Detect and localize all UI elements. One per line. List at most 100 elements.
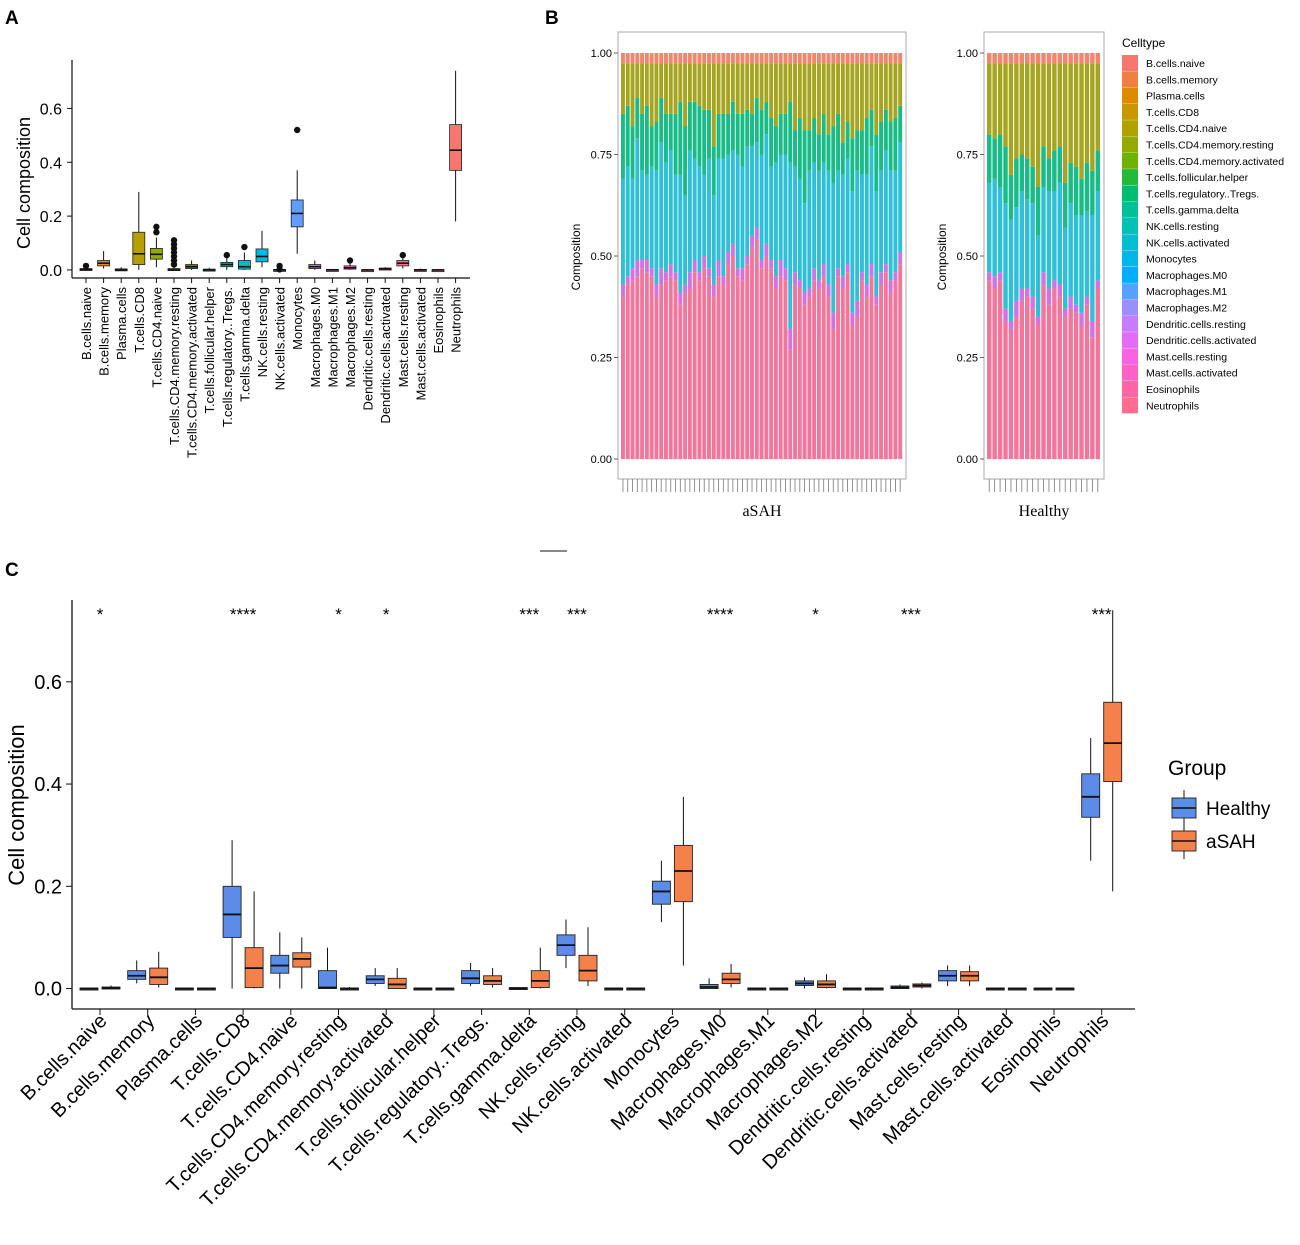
panel-c-y-tick-label: 0.0 bbox=[34, 979, 62, 1001]
panel-b-bar-segment-cd8 bbox=[992, 63, 997, 139]
panel-b-bar-segment-minor bbox=[1025, 288, 1030, 297]
panel-b-bar-segment-cd8 bbox=[773, 63, 778, 127]
panel-b-y-tick-label: 0.25 bbox=[957, 353, 978, 365]
panel-b-bar-segment-cd8 bbox=[1084, 63, 1090, 163]
panel-a-x-tick-label: T.cells.CD8 bbox=[132, 287, 147, 353]
panel-b-bar-segment-cd8 bbox=[668, 63, 673, 114]
panel-b-bar-segment-minor bbox=[640, 260, 645, 269]
panel-b-bar-segment-top bbox=[759, 53, 764, 64]
panel-b-bar-segment-top bbox=[735, 53, 740, 64]
panel-c-box-aSAH bbox=[149, 967, 169, 985]
panel-b-bar-segment-monocytes bbox=[687, 150, 692, 273]
panel-b-bar-segment-cd8 bbox=[1025, 63, 1030, 159]
panel-b-bar-segment-nk_tcell bbox=[754, 97, 759, 143]
panel-b-bar-segment-nk_tcell bbox=[1057, 146, 1063, 183]
panel-b-bar-segment-top bbox=[764, 53, 769, 64]
panel-b-bar-segment-monocytes bbox=[855, 170, 860, 301]
panel-b-legend-label: T.cells.follicular.helper bbox=[1146, 172, 1249, 184]
panel-b-bar-segment-monocytes bbox=[898, 142, 903, 252]
panel-b-bar-segment-minor bbox=[1068, 296, 1073, 309]
panel-b-bar-segment-cd8 bbox=[1073, 63, 1079, 167]
panel-b-bar-segment-nk_tcell bbox=[997, 134, 1003, 187]
panel-b-bar-segment-neutrophils bbox=[836, 276, 841, 459]
panel-b-bar-segment-nk_tcell bbox=[821, 113, 826, 163]
panel-b-bar-segment-monocytes bbox=[673, 174, 678, 273]
panel-b-bar-segment-minor bbox=[649, 268, 654, 277]
panel-b-legend-swatch bbox=[1122, 71, 1138, 88]
panel-c-significance: *** bbox=[519, 605, 539, 624]
panel-c-significance: *** bbox=[901, 605, 921, 624]
panel-b-bar-segment-top bbox=[807, 53, 812, 64]
panel-b-bar-segment-neutrophils bbox=[1019, 300, 1025, 459]
panel-b-bar-segment-cd8 bbox=[793, 63, 797, 131]
panel-b-bar-segment-minor bbox=[773, 276, 778, 289]
panel-b-bar-segment-minor bbox=[778, 260, 783, 277]
panel-b-legend-swatch bbox=[1122, 348, 1138, 365]
panel-b-bar-segment-cd8 bbox=[1063, 63, 1068, 183]
panel-b-bar-segment-top bbox=[1063, 53, 1068, 64]
panel-b-bar-segment-monocytes bbox=[864, 174, 869, 285]
panel-b-bar-segment-cd8 bbox=[845, 63, 850, 123]
panel-b-legend-swatch bbox=[1122, 136, 1138, 153]
panel-b-bar-segment-cd8 bbox=[893, 63, 898, 118]
panel-b-bar-segment-nk_tcell bbox=[812, 117, 817, 163]
panel-b-bar-segment-minor bbox=[668, 264, 673, 277]
panel-b-bar-segment-nk_tcell bbox=[864, 117, 869, 175]
panel-b-bar-segment-minor bbox=[1095, 280, 1101, 289]
panel-b-healthy-y-label: Composition bbox=[935, 224, 949, 291]
panel-a-x-tick-label: T.cells.CD4.memory.resting bbox=[167, 287, 182, 445]
panel-b-bar-segment-top bbox=[702, 53, 707, 64]
panel-b-bar-segment-nk_tcell bbox=[683, 126, 688, 196]
panel-b-bar-segment-neutrophils bbox=[649, 276, 654, 459]
panel-b-bar-segment-neutrophils bbox=[745, 264, 750, 459]
panel-b-legend-swatch bbox=[1122, 381, 1138, 397]
panel-a-outlier bbox=[241, 243, 248, 251]
panel-b-bar-segment-minor bbox=[1019, 288, 1025, 301]
panel-b-bar-segment-minor bbox=[1014, 300, 1019, 317]
panel-a-x-tick-label: T.cells.CD4.memory.activated bbox=[185, 287, 200, 458]
panel-b-bar-segment-minor bbox=[883, 264, 888, 273]
panel-b-legend-label: B.cells.naive bbox=[1146, 58, 1205, 70]
panel-b-bar-segment-top bbox=[625, 53, 630, 64]
panel-b-bar-segment-cd8 bbox=[630, 63, 635, 127]
panel-b-bar-segment-minor bbox=[759, 260, 764, 269]
panel-b-bar-segment-monocytes bbox=[692, 158, 697, 261]
panel-b-bar-segment-monocytes bbox=[707, 158, 711, 269]
panel-b-bar-segment-top bbox=[630, 53, 635, 64]
panel-b-bar-segment-cd8 bbox=[644, 63, 649, 106]
panel-b-bar-segment-cd8 bbox=[716, 63, 721, 114]
panel-b-bar-segment-nk_tcell bbox=[845, 122, 850, 159]
panel-a-x-tick-label: T.cells.CD4.naive bbox=[149, 287, 164, 387]
panel-b-bar-segment-monocytes bbox=[635, 138, 640, 261]
panel-b-bar-segment-cd8 bbox=[1008, 63, 1014, 175]
panel-b-bar-segment-neutrophils bbox=[783, 280, 788, 459]
panel-b-bar-segment-minor bbox=[745, 256, 750, 265]
panel-b-bar-segment-nk_tcell bbox=[883, 109, 888, 151]
panel-b-legend-label: Neutrophils bbox=[1146, 400, 1199, 412]
panel-b-bar-segment-top bbox=[883, 53, 888, 64]
panel-b-bar-segment-top bbox=[1079, 53, 1084, 64]
panel-b-bar-segment-nk_tcell bbox=[730, 101, 735, 151]
panel-b-bar-segment-monocytes bbox=[649, 166, 654, 269]
panel-b-bar-segment-nk_tcell bbox=[769, 117, 774, 167]
panel-c-significance: * bbox=[383, 605, 390, 624]
panel-b-bar-segment-monocytes bbox=[1073, 215, 1079, 305]
panel-b-bar-segment-minor bbox=[687, 272, 692, 289]
panel-c-y-tick-label: 0.2 bbox=[34, 876, 62, 898]
panel-b-bar-segment-top bbox=[812, 53, 817, 64]
panel-b-bar-segment-minor bbox=[850, 312, 855, 326]
panel-label-a: A bbox=[5, 8, 19, 29]
panel-b-bar-segment-neutrophils bbox=[754, 239, 759, 459]
panel-b-bar-segment-minor bbox=[783, 268, 788, 281]
panel-b-bar-segment-cd8 bbox=[816, 63, 821, 135]
panel-b-bar-segment-nk_tcell bbox=[1025, 158, 1030, 200]
panel-b-bar-segment-nk_tcell bbox=[630, 126, 635, 179]
panel-b-bar-segment-top bbox=[664, 53, 668, 64]
panel-b-bar-segment-nk_tcell bbox=[773, 126, 778, 163]
panel-b-bar-segment-monocytes bbox=[816, 170, 821, 281]
panel-b-bar-segment-monocytes bbox=[1068, 203, 1073, 297]
panel-b-bar-segment-top bbox=[1084, 53, 1090, 64]
panel-b-bar-segment-neutrophils bbox=[683, 292, 688, 459]
panel-b-bar-segment-nk_tcell bbox=[1063, 182, 1068, 228]
panel-b-bar-segment-monocytes bbox=[745, 146, 750, 256]
